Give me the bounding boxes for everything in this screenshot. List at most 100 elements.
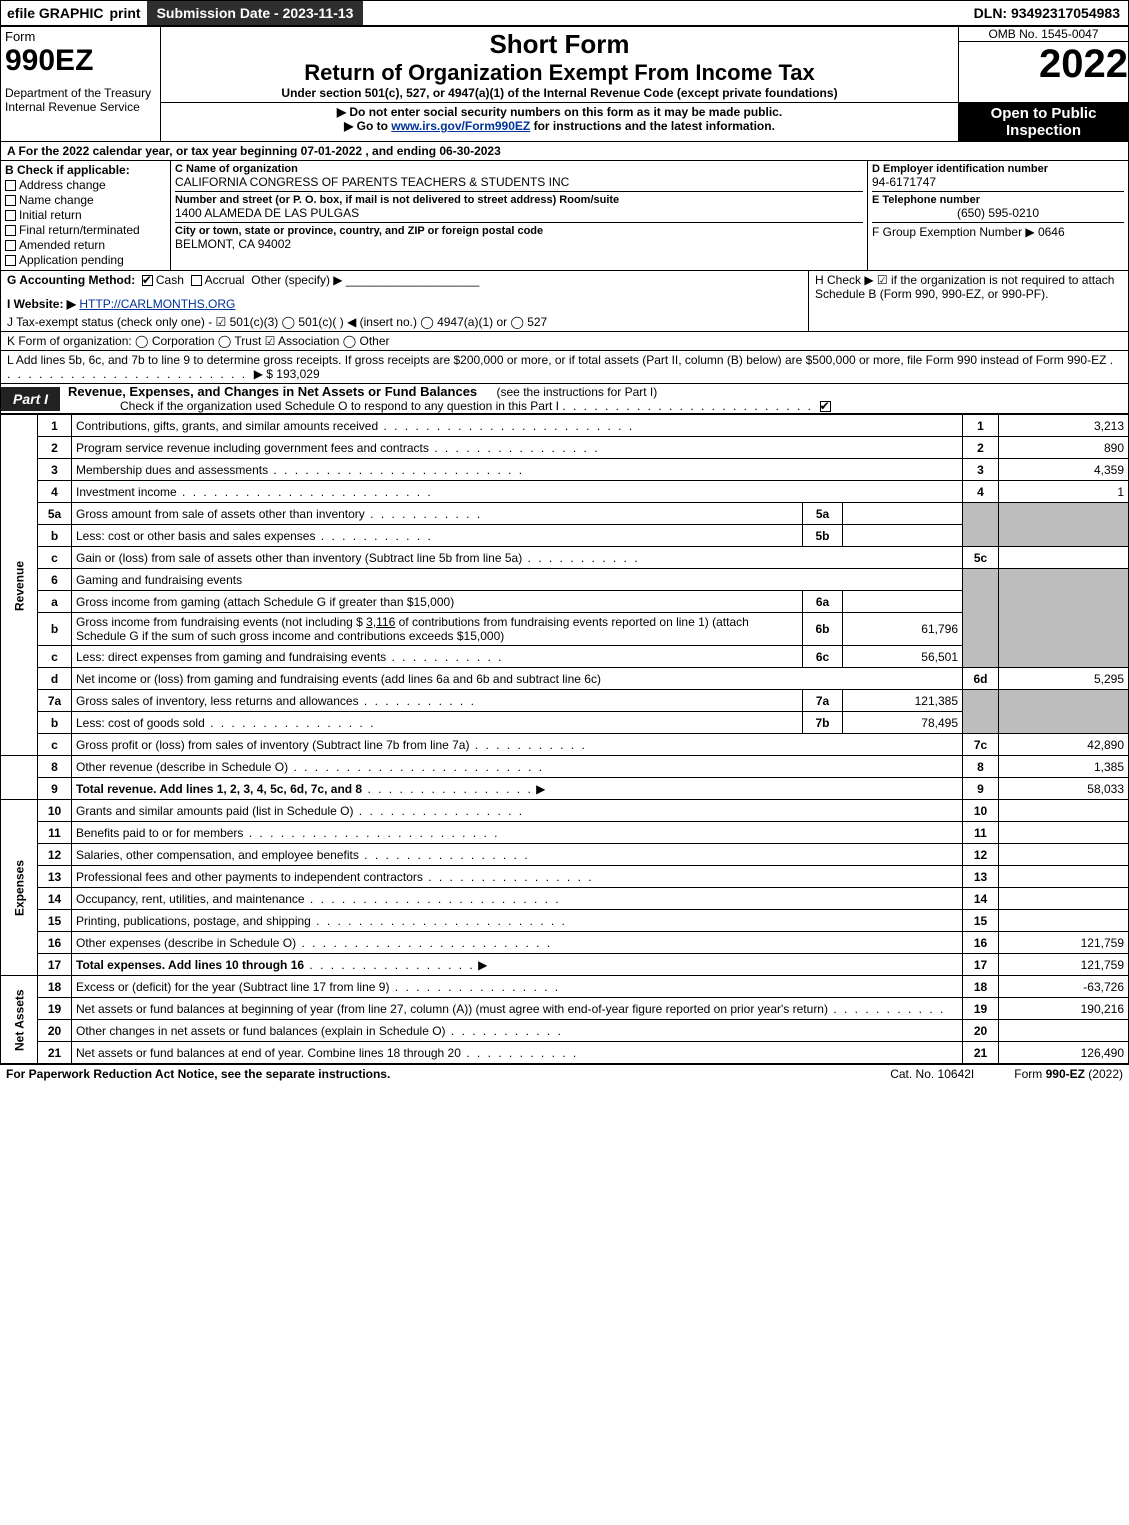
irs-link[interactable]: www.irs.gov/Form990EZ: [391, 119, 530, 133]
l20-rv: [999, 1020, 1129, 1042]
l1-num: 1: [38, 415, 72, 437]
l18-num: 18: [38, 976, 72, 998]
l7c-rv: 42,890: [999, 734, 1129, 756]
l17-num: 17: [38, 954, 72, 976]
l6b-sn: 6b: [803, 613, 843, 646]
chk-address-change[interactable]: Address change: [5, 178, 166, 192]
l9-desc: Total revenue. Add lines 1, 2, 3, 4, 5c,…: [76, 782, 362, 796]
l10-rn: 10: [963, 800, 999, 822]
part-i-sub: Check if the organization used Schedule …: [60, 399, 559, 413]
part-i-header: Part I Revenue, Expenses, and Changes in…: [0, 384, 1129, 414]
org-name: CALIFORNIA CONGRESS OF PARENTS TEACHERS …: [175, 175, 863, 189]
form-word: Form: [5, 29, 156, 44]
l5b-desc: Less: cost or other basis and sales expe…: [76, 529, 433, 543]
l18-desc: Excess or (deficit) for the year (Subtra…: [76, 980, 560, 994]
chk-cash[interactable]: [142, 275, 153, 286]
tax-year: 2022: [959, 42, 1128, 87]
chk-schedule-o[interactable]: [820, 401, 831, 412]
section-g: G Accounting Method: Cash Accrual Other …: [1, 271, 808, 331]
chk-name-change[interactable]: Name change: [5, 193, 166, 207]
chk-accrual[interactable]: [191, 275, 202, 286]
phone: (650) 595-0210: [872, 206, 1124, 220]
g-other-label: Other (specify) ▶: [251, 273, 342, 287]
l6b-num: b: [38, 613, 72, 646]
l4-desc: Investment income: [76, 485, 433, 499]
l11-desc: Benefits paid to or for members: [76, 826, 499, 840]
line-21: 21 Net assets or fund balances at end of…: [1, 1042, 1129, 1064]
l6b-amt: 3,116: [366, 615, 395, 629]
l6d-rn: 6d: [963, 668, 999, 690]
l6a-sn: 6a: [803, 591, 843, 613]
l6d-num: d: [38, 668, 72, 690]
l8-desc: Other revenue (describe in Schedule O): [76, 760, 544, 774]
l7-shade-rv: [999, 690, 1129, 734]
goto-line: ▶ Go to www.irs.gov/Form990EZ for instru…: [165, 119, 954, 133]
chk-final-return[interactable]: Final return/terminated: [5, 223, 166, 237]
l16-rv: 121,759: [999, 932, 1129, 954]
l20-num: 20: [38, 1020, 72, 1042]
open-public-inspection: Open to Public Inspection: [959, 103, 1129, 142]
print-link[interactable]: print: [109, 5, 140, 21]
l7b-sv: 78,495: [843, 712, 963, 734]
line-6b: b Gross income from fundraising events (…: [1, 613, 1129, 646]
gh-row: G Accounting Method: Cash Accrual Other …: [0, 271, 1129, 332]
l5b-num: b: [38, 525, 72, 547]
line-7c: c Gross profit or (loss) from sales of i…: [1, 734, 1129, 756]
title-main: Return of Organization Exempt From Incom…: [165, 60, 954, 86]
line-3: 3 Membership dues and assessments 3 4,35…: [1, 459, 1129, 481]
l3-rv: 4,359: [999, 459, 1129, 481]
line-7a: 7a Gross sales of inventory, less return…: [1, 690, 1129, 712]
line-5c: c Gain or (loss) from sale of assets oth…: [1, 547, 1129, 569]
l13-rn: 13: [963, 866, 999, 888]
l6c-desc: Less: direct expenses from gaming and fu…: [76, 650, 504, 664]
k-text: K Form of organization: ◯ Corporation ◯ …: [1, 332, 1128, 350]
chk-address-change-label: Address change: [19, 178, 106, 192]
net-assets-label: Net Assets: [1, 976, 38, 1064]
l7b-sn: 7b: [803, 712, 843, 734]
org-city: BELMONT, CA 94002: [175, 237, 863, 251]
chk-amended-return[interactable]: Amended return: [5, 238, 166, 252]
l11-rn: 11: [963, 822, 999, 844]
l1-rv: 3,213: [999, 415, 1129, 437]
l6-num: 6: [38, 569, 72, 591]
line-18: Net Assets 18 Excess or (deficit) for th…: [1, 976, 1129, 998]
chk-application-pending[interactable]: Application pending: [5, 253, 166, 267]
l21-rn: 21: [963, 1042, 999, 1064]
section-h: H Check ▶ ☑ if the organization is not r…: [808, 271, 1128, 331]
l5c-num: c: [38, 547, 72, 569]
l6c-num: c: [38, 646, 72, 668]
l2-rn: 2: [963, 437, 999, 459]
line-16: 16 Other expenses (describe in Schedule …: [1, 932, 1129, 954]
l6d-rv: 5,295: [999, 668, 1129, 690]
section-k: K Form of organization: ◯ Corporation ◯ …: [0, 332, 1129, 351]
l8-num: 8: [38, 756, 72, 778]
l21-desc: Net assets or fund balances at end of ye…: [76, 1046, 578, 1060]
website-link[interactable]: HTTP://CARLMONTHS.ORG: [79, 297, 235, 311]
line-8: 8 Other revenue (describe in Schedule O)…: [1, 756, 1129, 778]
line-9: 9 Total revenue. Add lines 1, 2, 3, 4, 5…: [1, 778, 1129, 800]
l6b-sv: 61,796: [843, 613, 963, 646]
l4-rv: 1: [999, 481, 1129, 503]
l15-desc: Printing, publications, postage, and shi…: [76, 914, 567, 928]
chk-name-change-label: Name change: [19, 193, 94, 207]
l9-rn: 9: [963, 778, 999, 800]
l11-num: 11: [38, 822, 72, 844]
chk-initial-return[interactable]: Initial return: [5, 208, 166, 222]
l19-rn: 19: [963, 998, 999, 1020]
revenue-label: Revenue: [1, 415, 38, 756]
footer-cat: Cat. No. 10642I: [890, 1067, 974, 1081]
line-17: 17 Total expenses. Add lines 10 through …: [1, 954, 1129, 976]
l5c-desc: Gain or (loss) from sale of assets other…: [76, 551, 640, 565]
efile-label: efile GRAPHIC: [7, 5, 103, 21]
l16-num: 16: [38, 932, 72, 954]
g-cash-label: Cash: [156, 273, 184, 287]
org-address: 1400 ALAMEDA DE LAS PULGAS: [175, 206, 863, 220]
line-13: 13 Professional fees and other payments …: [1, 866, 1129, 888]
l5a-num: 5a: [38, 503, 72, 525]
l6-shade-rv: [999, 569, 1129, 668]
line-7b: b Less: cost of goods sold 7b 78,495: [1, 712, 1129, 734]
section-a: A For the 2022 calendar year, or tax yea…: [0, 142, 1129, 161]
footer-r-pre: Form: [1014, 1067, 1045, 1081]
l21-rv: 126,490: [999, 1042, 1129, 1064]
l6-shade-rn: [963, 569, 999, 668]
